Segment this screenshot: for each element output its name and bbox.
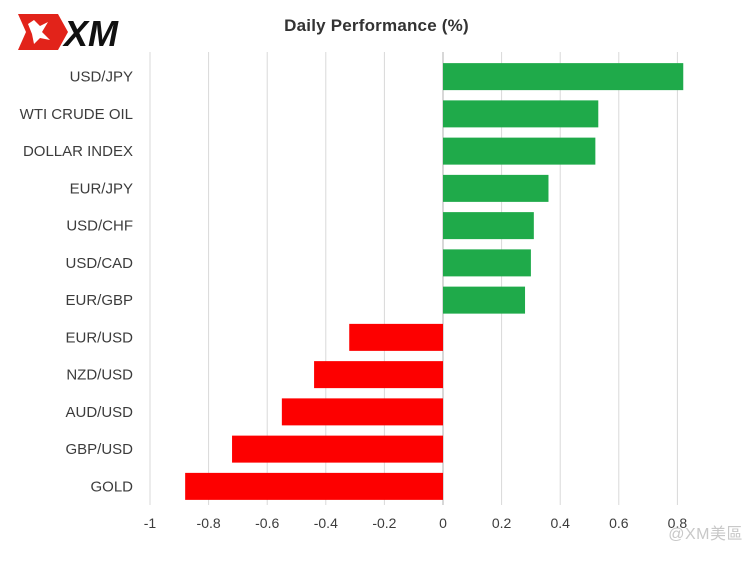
x-tick-labels: -1 -0.8 -0.6 -0.4 -0.2 0 0.2 0.4 0.6 0.8 bbox=[144, 515, 688, 531]
category-label: EUR/GBP bbox=[65, 292, 133, 309]
category-label: USD/CAD bbox=[65, 255, 133, 272]
gridlines bbox=[149, 52, 678, 505]
watermark: @XM美區 bbox=[668, 526, 743, 543]
category-label: EUR/JPY bbox=[70, 180, 133, 197]
x-tick-label: -0.6 bbox=[255, 515, 279, 531]
category-label: DOLLAR INDEX bbox=[23, 143, 133, 160]
bars bbox=[185, 63, 684, 500]
bar bbox=[314, 361, 443, 389]
bar bbox=[443, 286, 526, 314]
x-tick-label: -0.8 bbox=[197, 515, 221, 531]
x-tick-label: 0.2 bbox=[492, 515, 512, 531]
bar bbox=[443, 212, 534, 240]
xm-logo: XM bbox=[18, 10, 152, 54]
category-label: EUR/USD bbox=[65, 329, 133, 346]
bar bbox=[185, 472, 443, 500]
bar bbox=[443, 137, 596, 165]
x-tick-label: -0.2 bbox=[372, 515, 396, 531]
category-label: WTI CRUDE OIL bbox=[20, 106, 133, 123]
x-tick-label: -1 bbox=[144, 515, 157, 531]
bar bbox=[443, 63, 684, 91]
category-label: GOLD bbox=[90, 478, 133, 495]
x-tick-label: 0.6 bbox=[609, 515, 629, 531]
category-labels: USD/JPY WTI CRUDE OIL DOLLAR INDEX EUR/JPY U… bbox=[20, 69, 134, 496]
x-tick-label: 0 bbox=[439, 515, 447, 531]
category-label: GBP/USD bbox=[65, 441, 133, 458]
xm-logo-bull-icon bbox=[28, 20, 50, 44]
bar bbox=[443, 249, 531, 277]
category-label: NZD/USD bbox=[66, 367, 133, 384]
x-tick-label: 0.8 bbox=[668, 515, 688, 531]
bar bbox=[349, 323, 443, 351]
category-label: USD/CHF bbox=[66, 218, 133, 235]
category-label: AUD/USD bbox=[65, 404, 133, 421]
bar bbox=[443, 100, 599, 128]
xm-logo-text: XM bbox=[62, 13, 119, 54]
category-label: USD/JPY bbox=[70, 69, 133, 86]
bar bbox=[443, 174, 549, 202]
bar bbox=[232, 435, 443, 463]
chart-title: Daily Performance (%) bbox=[284, 16, 469, 35]
bar bbox=[281, 398, 443, 426]
x-tick-label: -0.4 bbox=[314, 515, 338, 531]
x-tick-label: 0.4 bbox=[550, 515, 570, 531]
